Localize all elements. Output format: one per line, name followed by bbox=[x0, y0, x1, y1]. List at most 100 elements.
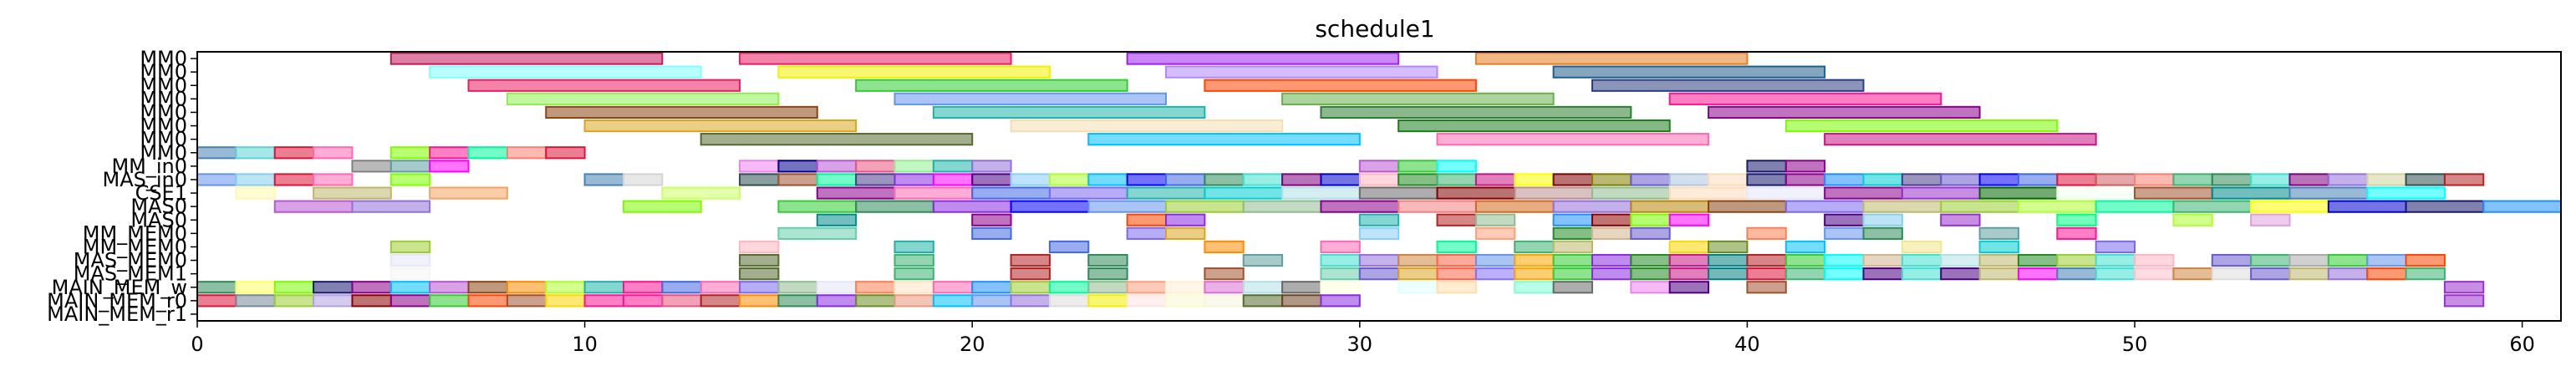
task-bar bbox=[196, 173, 237, 186]
task-bar bbox=[1358, 186, 1438, 200]
task-bar bbox=[1126, 294, 1168, 308]
task-bar bbox=[2134, 186, 2213, 200]
y-tick-label: MM0 bbox=[140, 128, 187, 151]
task-bar bbox=[2211, 186, 2291, 200]
task-bar bbox=[700, 133, 974, 146]
task-bar bbox=[1784, 119, 2059, 133]
task-bar bbox=[1358, 226, 1400, 240]
task-bar bbox=[2288, 267, 2329, 281]
x-tick-label: 20 bbox=[960, 333, 985, 356]
task-bar bbox=[1281, 186, 1361, 200]
task-bar bbox=[1436, 253, 1477, 267]
task-bar bbox=[1824, 173, 1865, 186]
task-bar bbox=[1126, 281, 1168, 294]
task-bar bbox=[2095, 240, 2136, 254]
task-bar bbox=[1978, 186, 2059, 200]
y-tick-label: MM_MEM0 bbox=[83, 221, 187, 245]
task-bar bbox=[1630, 213, 1671, 226]
task-bar bbox=[971, 213, 1012, 226]
task-bar bbox=[1436, 213, 1477, 226]
task-bar bbox=[2288, 253, 2329, 267]
x-tick-label: 40 bbox=[1734, 333, 1760, 356]
task-bar bbox=[1862, 226, 1903, 240]
task-bar bbox=[1126, 213, 1168, 226]
task-bar bbox=[1048, 186, 1128, 200]
task-bar bbox=[1862, 173, 1903, 186]
task-bar bbox=[2443, 281, 2485, 294]
task-bar bbox=[389, 240, 431, 254]
task-bar bbox=[1204, 240, 1245, 254]
task-bar bbox=[389, 146, 431, 160]
x-tick-label: 0 bbox=[191, 333, 203, 356]
task-bar bbox=[2288, 173, 2329, 186]
task-bar bbox=[545, 105, 818, 119]
task-bar bbox=[1514, 267, 1555, 281]
task-bar bbox=[1436, 281, 1477, 294]
task-bar bbox=[2134, 173, 2175, 186]
y-axis-ticks: MM0MM0MM0MM0MM0MM0MM0MM0MM_in0MAS_in0CSE… bbox=[47, 47, 197, 326]
task-bar bbox=[893, 294, 934, 308]
task-bar bbox=[1668, 253, 1710, 267]
task-bar bbox=[2211, 173, 2253, 186]
task-bar bbox=[1784, 240, 1826, 254]
y-tick-label: MM0 bbox=[140, 141, 187, 165]
task-bar bbox=[816, 294, 858, 308]
task-bar bbox=[313, 294, 354, 308]
task-bar bbox=[1630, 226, 1671, 240]
task-bar bbox=[2250, 253, 2291, 267]
task-bar bbox=[2017, 173, 2059, 186]
task-bar bbox=[2095, 253, 2136, 267]
task-bar bbox=[429, 146, 470, 160]
task-bar bbox=[2443, 294, 2485, 308]
task-bar bbox=[816, 160, 858, 173]
task-bar bbox=[855, 79, 1128, 92]
task-bar bbox=[777, 160, 818, 173]
task-bar bbox=[1708, 267, 1749, 281]
task-bar bbox=[777, 173, 818, 186]
y-tick-label: MAS0 bbox=[130, 208, 187, 231]
task-bar bbox=[351, 281, 392, 294]
task-bar bbox=[1358, 253, 1400, 267]
task-bar bbox=[1978, 173, 2019, 186]
task-bar bbox=[1552, 173, 1593, 186]
task-bar bbox=[893, 186, 974, 200]
y-tick-label: MAIN_MEM_w bbox=[52, 276, 187, 299]
task-bar bbox=[429, 65, 702, 79]
task-bar bbox=[661, 186, 741, 200]
task-bar bbox=[1630, 200, 1710, 213]
task-bar bbox=[1436, 240, 1477, 254]
task-bar bbox=[971, 294, 1012, 308]
task-bar bbox=[196, 294, 237, 308]
task-bar bbox=[1397, 119, 1671, 133]
y-tick-label: MAS_in0 bbox=[102, 168, 187, 191]
task-bar bbox=[313, 186, 392, 200]
y-tick-label: MAS_MEM0 bbox=[74, 249, 187, 272]
task-bar bbox=[1165, 281, 1206, 294]
task-bar bbox=[855, 281, 896, 294]
task-bar bbox=[273, 294, 315, 308]
task-bar bbox=[1591, 213, 1632, 226]
task-bar bbox=[583, 173, 624, 186]
task-bar bbox=[429, 186, 508, 200]
task-bar bbox=[1514, 173, 1555, 186]
task-bar bbox=[313, 146, 354, 160]
task-bar bbox=[1204, 186, 1284, 200]
task-bar bbox=[1746, 173, 1787, 186]
task-bar bbox=[700, 281, 741, 294]
y-tick-label: MM_MEM0 bbox=[83, 235, 187, 258]
task-bar bbox=[1397, 173, 1438, 186]
y-tick-label: MAS0 bbox=[130, 195, 187, 218]
task-bar bbox=[1552, 281, 1593, 294]
task-bar bbox=[893, 173, 934, 186]
task-bar bbox=[1824, 226, 1865, 240]
y-tick-label: MM_in0 bbox=[111, 155, 187, 178]
task-bar bbox=[1630, 267, 1671, 281]
task-bar bbox=[2172, 267, 2213, 281]
task-bar bbox=[2172, 173, 2213, 186]
task-bar bbox=[1397, 200, 1477, 213]
task-bar bbox=[196, 146, 237, 160]
task-bar bbox=[1397, 281, 1438, 294]
task-bar bbox=[1552, 253, 1593, 267]
task-bar bbox=[1087, 133, 1361, 146]
